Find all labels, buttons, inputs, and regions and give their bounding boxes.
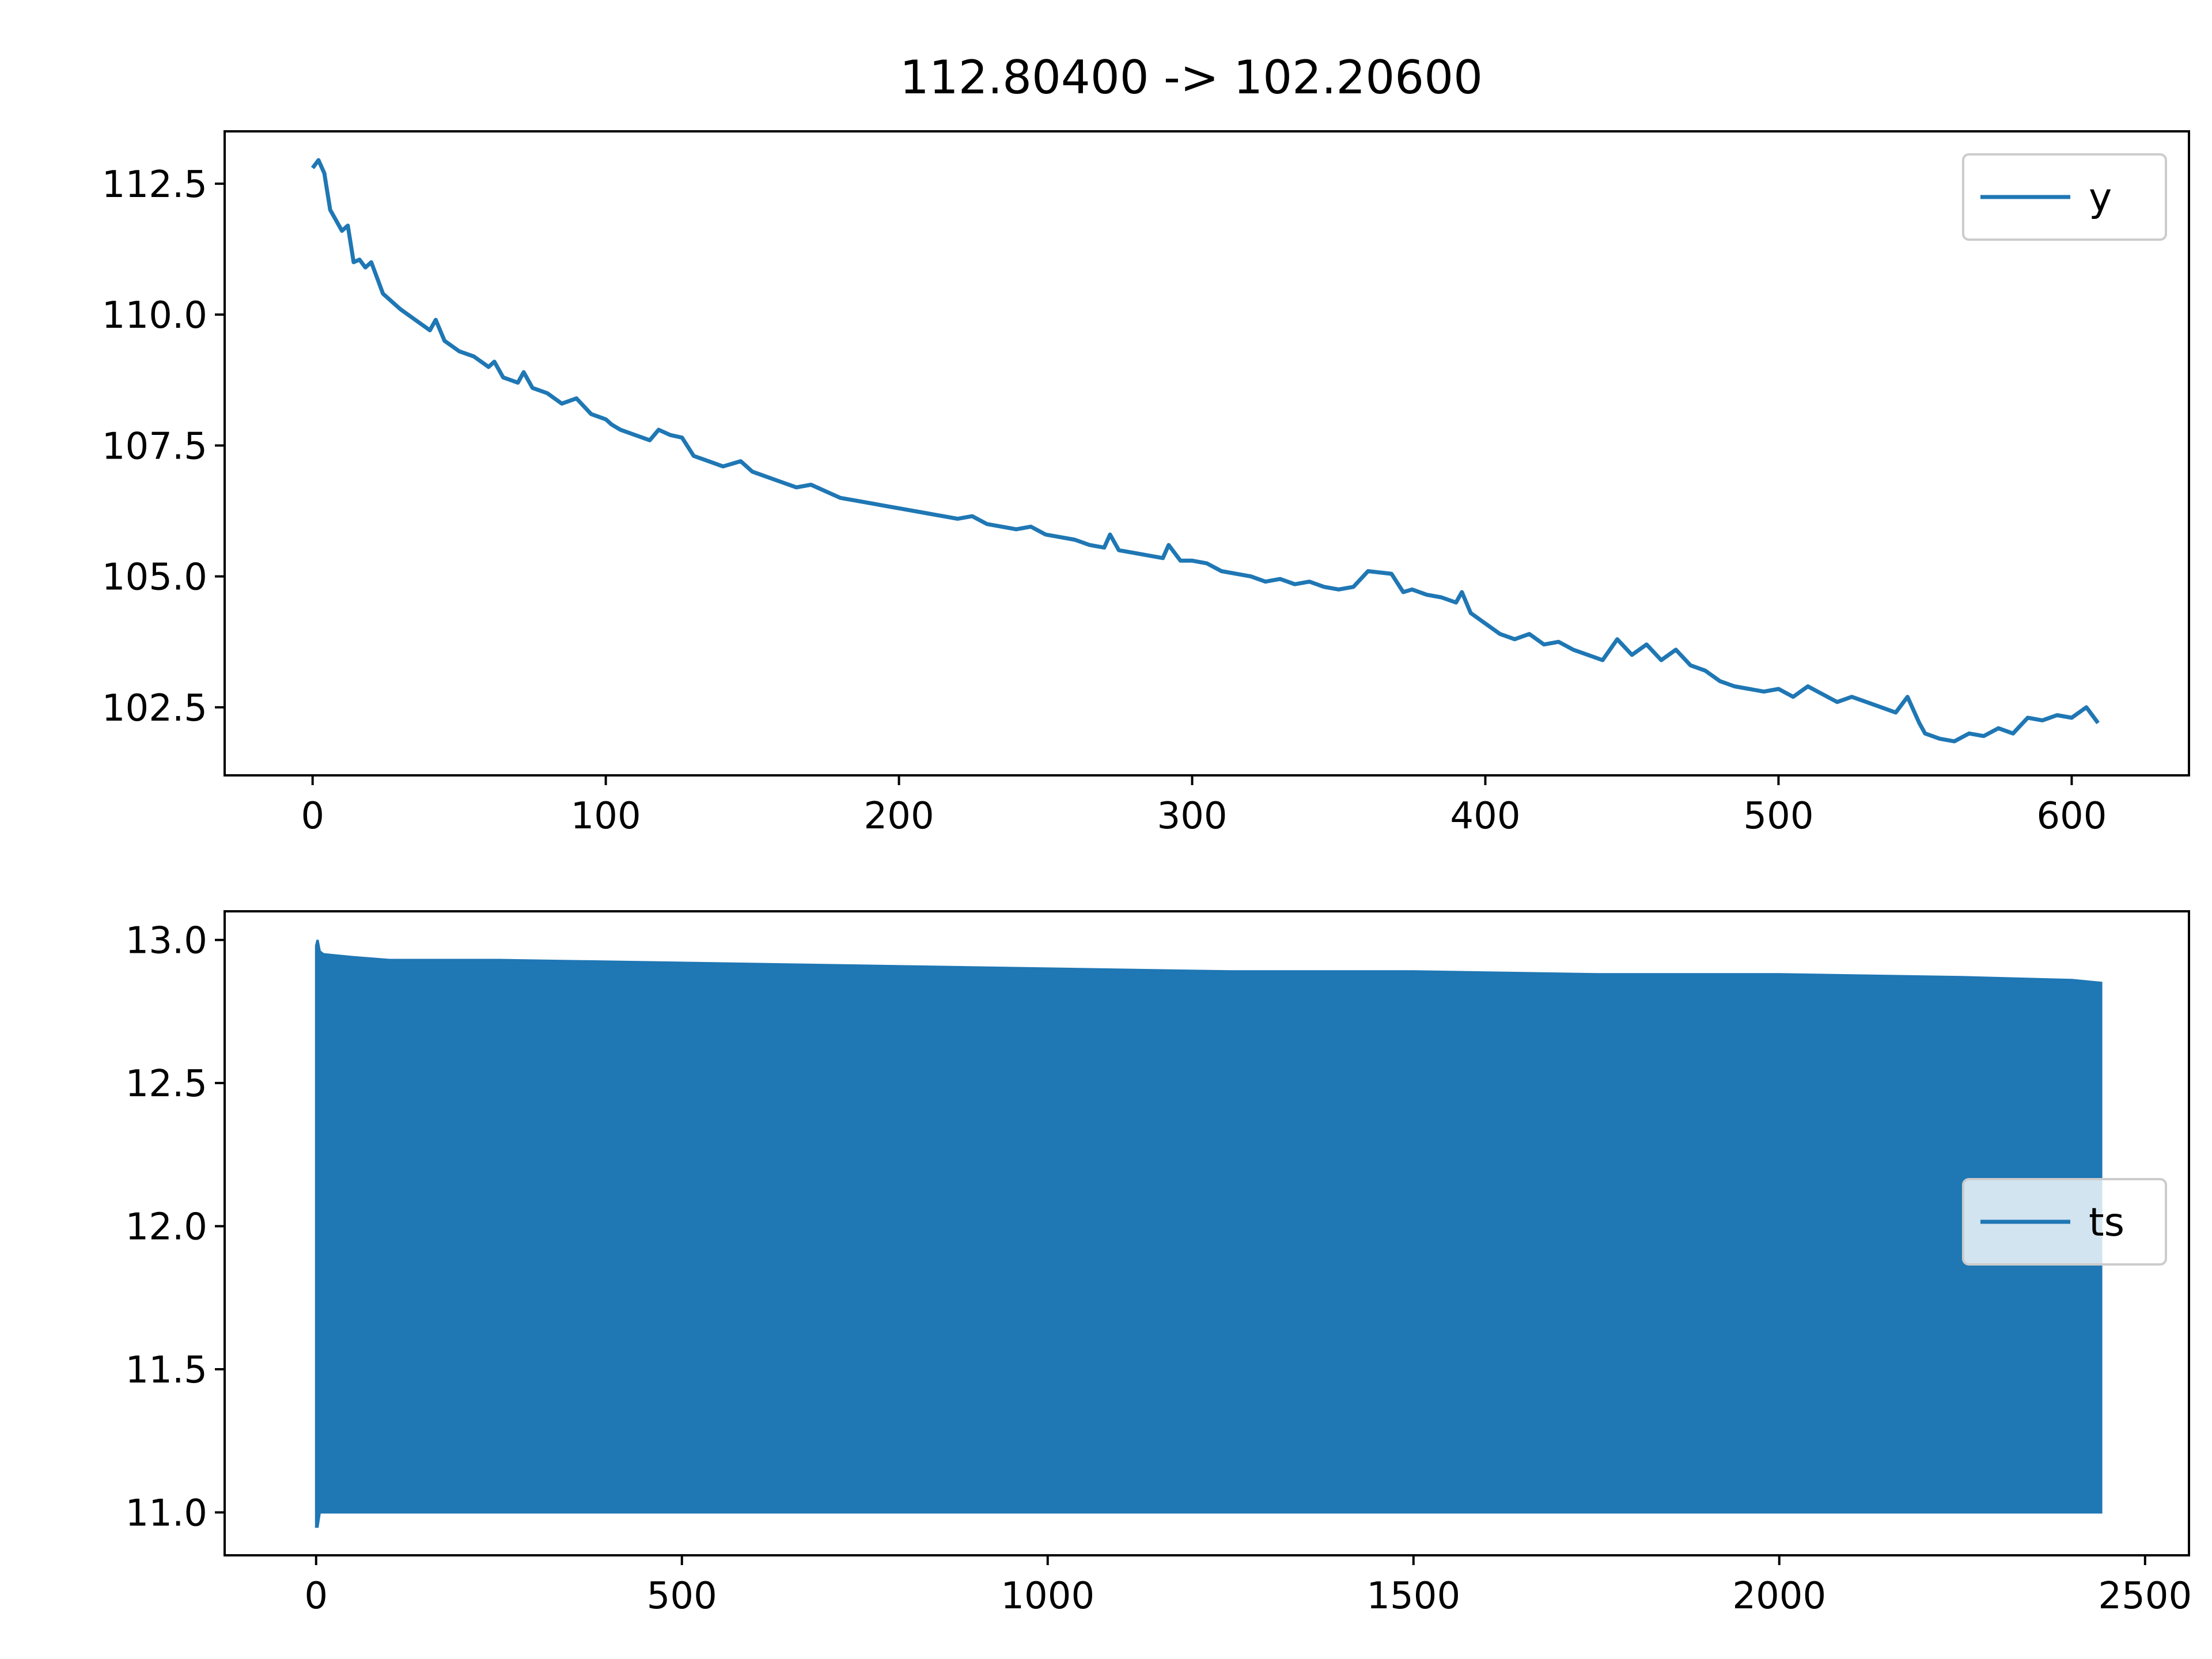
y-tick-label: 112.5: [102, 164, 207, 206]
legend: y: [1962, 153, 2167, 241]
y-tick-label: 12.5: [126, 1063, 208, 1105]
legend-label-y: y: [2089, 175, 2112, 221]
y-tick-label: 102.5: [102, 687, 207, 730]
x-tick-label: 0: [301, 795, 324, 838]
y-tick-label: 107.5: [102, 425, 207, 468]
x-tick-label: 600: [2036, 795, 2107, 838]
series-band-ts: [315, 940, 2103, 1528]
x-tick-label: 2500: [2098, 1575, 2192, 1618]
x-tick-label: 400: [1450, 795, 1520, 838]
axes-frame: [224, 130, 2190, 777]
y-tick-label: 12.0: [126, 1206, 208, 1249]
x-tick-label: 500: [1743, 795, 1813, 838]
top-line-chart: 0 100 200 300 400 500 600 102.5 105.0 107.5 110.0 1…: [102, 130, 2190, 838]
axes-frame: [224, 910, 2190, 1556]
legend: ts: [1962, 1178, 2167, 1266]
x-tick-label: 1500: [1366, 1575, 1460, 1618]
y-tick-label: 13.0: [126, 920, 208, 963]
legend-label-ts: ts: [2089, 1200, 2124, 1245]
figure-title: 112.80400 -> 102.20600: [900, 51, 1483, 104]
x-tick-label: 0: [304, 1575, 328, 1618]
y-tick-label: 110.0: [102, 294, 207, 337]
series-line-y: [310, 158, 2100, 744]
x-tick-label: 200: [864, 795, 934, 838]
y-tick-label: 11.5: [126, 1349, 208, 1392]
x-tick-label: 100: [571, 795, 641, 838]
x-tick-label: 500: [647, 1575, 717, 1618]
bottom-area-chart: 0 500 1000 1500 2000 2500 11.0 11.5 12.0 12.5 13.0…: [126, 910, 2192, 1618]
y-tick-label: 105.0: [102, 556, 207, 599]
x-tick-label: 2000: [1732, 1575, 1826, 1618]
y-tick-label: 11.0: [126, 1492, 208, 1535]
x-tick-label: 300: [1157, 795, 1227, 838]
x-tick-label: 1000: [1001, 1575, 1094, 1618]
